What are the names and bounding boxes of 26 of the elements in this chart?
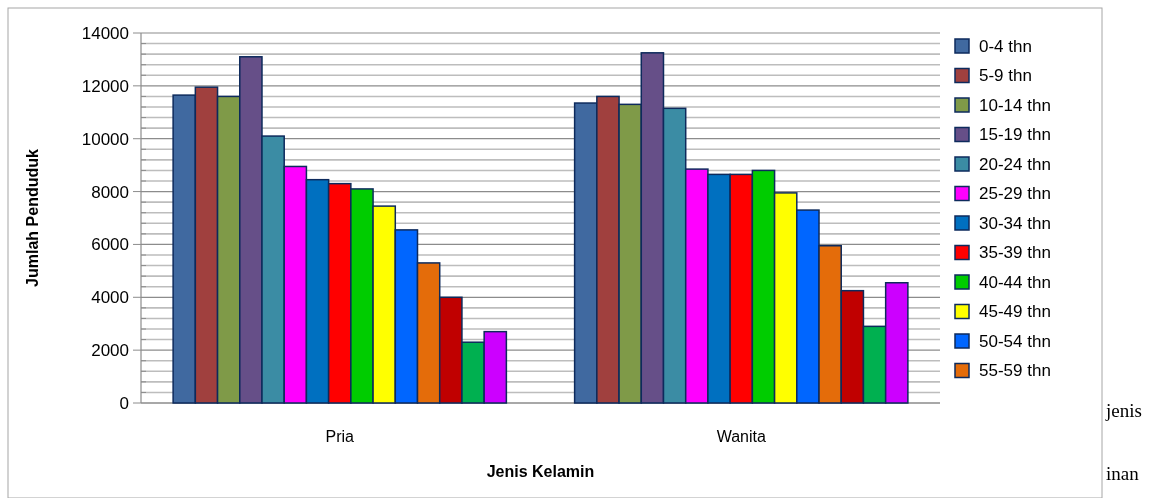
x-axis-title: Jenis Kelamin xyxy=(486,463,595,480)
legend-label: 30-34 thn xyxy=(979,213,1051,233)
y-tick-label: 12000 xyxy=(81,76,129,96)
legend-label: 0-4 thn xyxy=(979,36,1032,56)
y-tick-label: 0 xyxy=(119,393,129,413)
legend-label: 25-29 thn xyxy=(979,184,1051,204)
legend-label: 10-14 thn xyxy=(979,95,1051,115)
x-tick-label: Wanita xyxy=(716,428,766,445)
y-tick-label: 10000 xyxy=(81,129,129,149)
y-tick-label: 6000 xyxy=(91,235,129,255)
legend-label: 40-44 thn xyxy=(979,272,1051,292)
legend-label: 50-54 thn xyxy=(979,331,1051,351)
y-axis-title: Jumlah Penduduk xyxy=(24,149,41,287)
legend-label: 5-9 thn xyxy=(979,66,1032,86)
y-tick-label: 8000 xyxy=(91,182,129,202)
legend-label: 35-39 thn xyxy=(979,243,1051,263)
x-tick-label: Pria xyxy=(325,428,355,445)
y-tick-label: 14000 xyxy=(81,23,129,43)
legend-label: 20-24 thn xyxy=(979,154,1051,174)
y-tick-label: 2000 xyxy=(91,341,129,361)
legend-label: 45-49 thn xyxy=(979,302,1051,322)
legend-label: 15-19 thn xyxy=(979,125,1051,145)
legend-label: 55-59 thn xyxy=(979,361,1051,381)
text: inan xyxy=(1106,463,1140,484)
text: jenis xyxy=(1105,400,1142,421)
y-tick-label: 4000 xyxy=(91,288,129,308)
